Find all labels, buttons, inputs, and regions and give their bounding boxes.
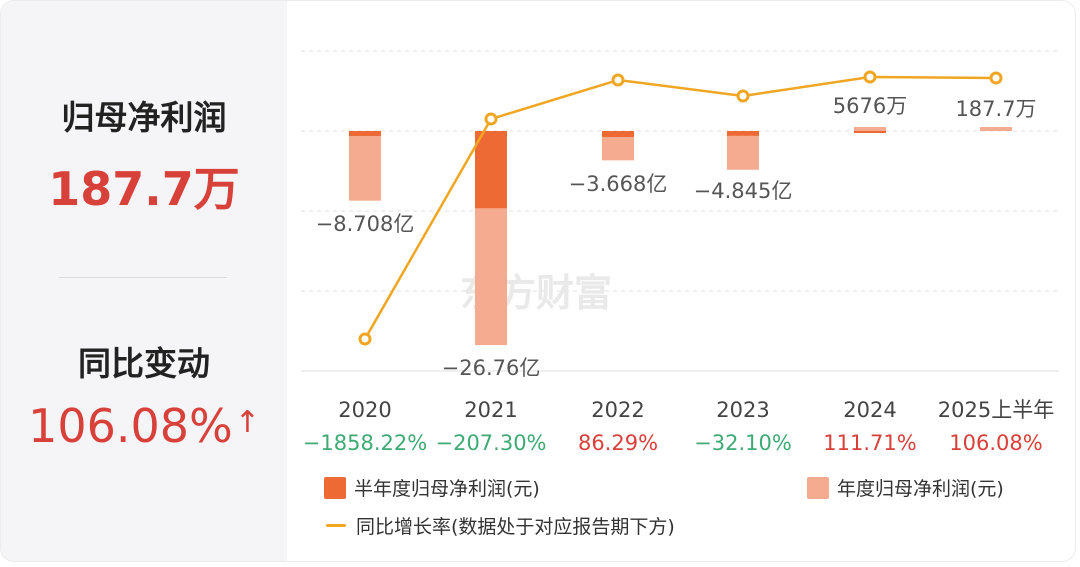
x-tick-label: 2025上半年	[938, 398, 1054, 422]
half-year-swatch	[324, 476, 346, 499]
growth-rate-label: 111.71%	[823, 431, 916, 455]
bars	[349, 127, 1012, 346]
legend-half-year: 半年度归母净利润(元)	[324, 474, 540, 501]
half-year-bar	[475, 131, 507, 209]
growth-rate-label: −32.10%	[694, 431, 792, 455]
summary-panel: 归母净利润 187.7万 同比变动 106.08%↑	[1, 1, 287, 561]
half-year-bar	[854, 131, 886, 133]
growth-line-swatch	[326, 524, 346, 527]
net-profit-value: 187.7万	[48, 162, 240, 216]
growth-rate-label: −1858.22%	[303, 431, 427, 455]
annual-value-label: 5676万	[833, 94, 907, 118]
growth-point	[358, 332, 372, 346]
growth-point	[611, 73, 625, 87]
x-tick-label: 2021	[464, 398, 517, 422]
legend-annual: 年度归母净利润(元)	[807, 474, 1004, 501]
x-tick-label: 2023	[716, 398, 769, 422]
half-year-bar	[349, 131, 381, 136]
net-profit-label: 归母净利润	[61, 98, 227, 137]
growth-point	[484, 112, 498, 126]
annual-bar	[349, 131, 381, 201]
x-tick-label: 2020	[338, 398, 391, 422]
annual-value-label: 187.7万	[955, 97, 1036, 121]
annual-value-label: −8.708亿	[316, 212, 415, 236]
annual-value-label: −4.845亿	[694, 179, 793, 203]
annual-value-label: −3.668亿	[569, 172, 668, 196]
growth-rate-label: 106.08%	[949, 431, 1042, 455]
annual-bar	[980, 127, 1012, 131]
x-tick-label: 2024	[843, 398, 896, 422]
annual-bar	[854, 127, 886, 131]
half-year-bar	[727, 131, 759, 136]
yoy-value: 106.08%	[28, 399, 233, 453]
arrow-up-icon: ↑	[234, 405, 260, 440]
legend-annual-label: 年度归母净利润(元)	[837, 478, 1004, 500]
growth-point	[736, 89, 750, 103]
x-tick-labels: 2020 2021 2022 2023 2024 2025上半年	[338, 398, 1054, 422]
growth-point	[863, 70, 877, 84]
annual-swatch	[807, 476, 829, 499]
legend-growth: 同比增长率(数据处于对应报告期下方)	[326, 512, 675, 539]
legend-half-year-label: 半年度归母净利润(元)	[354, 478, 540, 500]
growth-rate-label: 86.29%	[578, 431, 658, 455]
x-tick-label: 2022	[591, 398, 644, 422]
growth-polyline	[363, 75, 997, 340]
annual-bar	[727, 131, 759, 170]
summary-divider	[59, 277, 227, 278]
yoy-label: 同比变动	[78, 344, 210, 383]
growth-line	[358, 70, 1003, 346]
half-year-bar	[602, 131, 634, 137]
legend-growth-label: 同比增长率(数据处于对应报告期下方)	[356, 516, 675, 538]
grid-lines	[301, 50, 1059, 372]
growth-rate-label: −207.30%	[435, 431, 546, 455]
annual-value-label: −26.76亿	[442, 356, 541, 380]
value-labels: −8.708亿 −26.76亿 −3.668亿 −4.845亿 5676万 187.7万	[316, 94, 1037, 380]
growth-point	[989, 71, 1003, 85]
yoy-value-wrap: 106.08%↑	[1, 399, 287, 453]
growth-rate-labels: −1858.22% −207.30% 86.29% −32.10% 111.71% 106…	[303, 431, 1043, 455]
